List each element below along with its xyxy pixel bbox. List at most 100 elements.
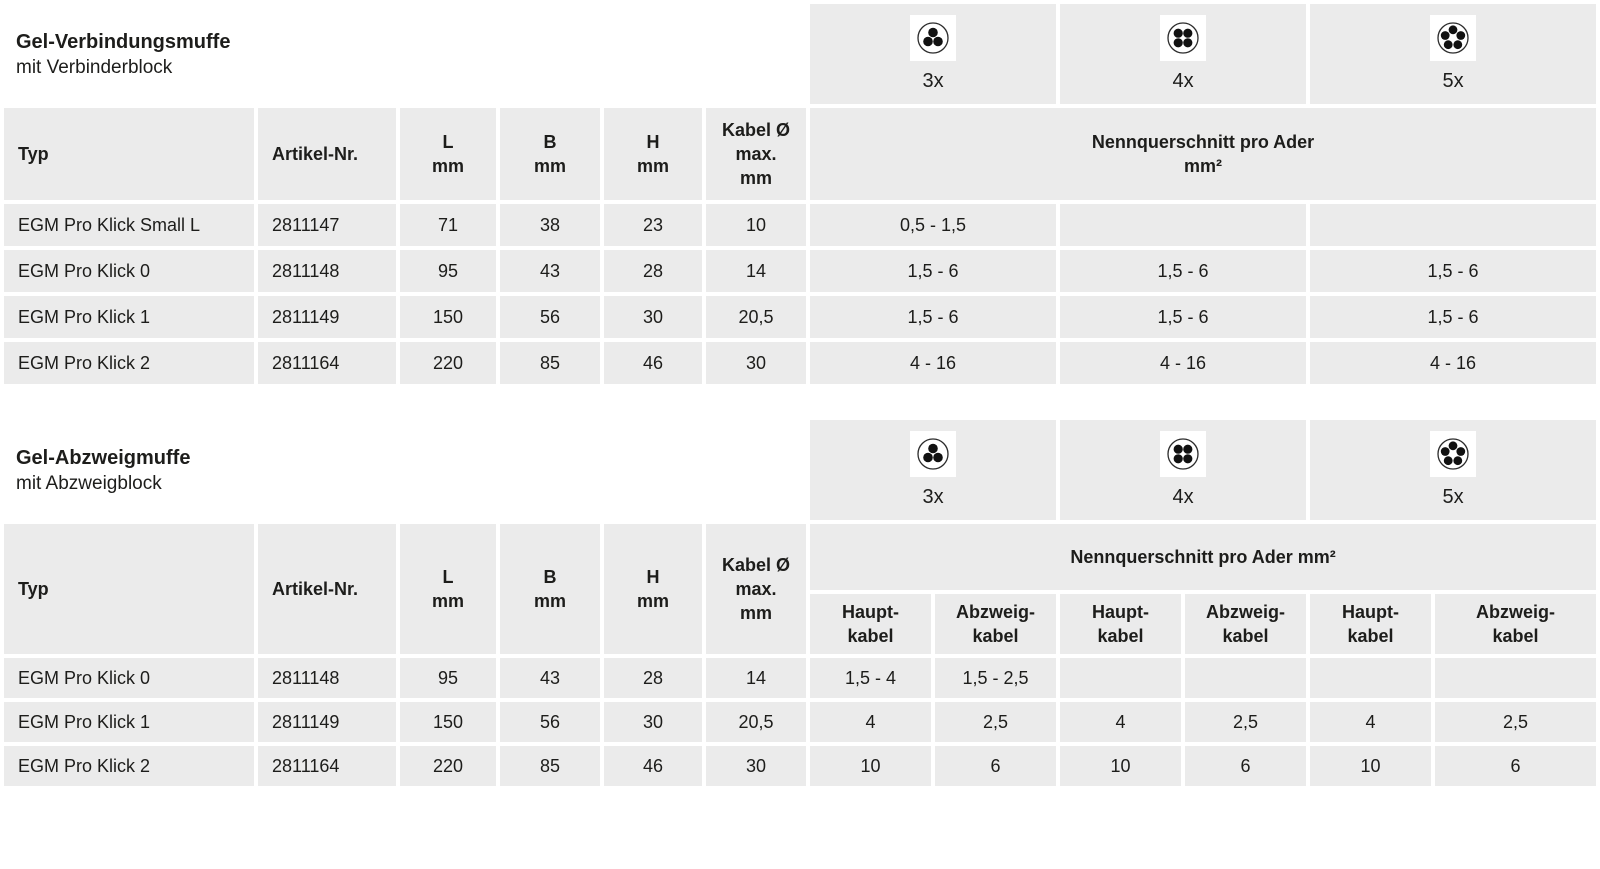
5x-cell: 1,5 - 6 (1310, 296, 1597, 338)
abzweig-4x-cell (1185, 658, 1307, 698)
typ-cell: EGM Pro Klick 1 (4, 702, 254, 742)
4-core-icon (1160, 431, 1207, 477)
4x-cell (1060, 204, 1307, 246)
table-row: EGM Pro Klick 2 2811164 220 85 46 30 10 … (4, 746, 1597, 786)
b-header: B mm (500, 108, 600, 200)
table2-title-area: Gel-Abzweigmuffe mit Abzweigblock (4, 420, 806, 520)
abzweigkabel-4x-header: Abzweig- kabel (1185, 594, 1307, 654)
hauptkabel-5x-header: Haupt- kabel (1310, 594, 1432, 654)
typ-cell: EGM Pro Klick 2 (4, 746, 254, 786)
table1-header-row: Typ Artikel-Nr. L mm B mm H mm Kabel Ø m… (4, 108, 1597, 200)
h-cell: 30 (604, 702, 702, 742)
kabel-cell: 14 (706, 658, 807, 698)
haupt-3x-cell: 4 (810, 702, 932, 742)
abzweig-4x-cell: 2,5 (1185, 702, 1307, 742)
5-core-label: 5x (1442, 486, 1464, 508)
haupt-4x-cell: 4 (1060, 702, 1182, 742)
3x-cell: 1,5 - 6 (810, 296, 1057, 338)
l-cell: 95 (400, 658, 496, 698)
4x-cell: 4 - 16 (1060, 342, 1307, 384)
table-row: EGM Pro Klick 1 2811149 150 56 30 20,5 4… (4, 702, 1597, 742)
5-core-label: 5x (1442, 70, 1464, 92)
table1-title-block: Gel-Verbindungsmuffe mit Verbinderblock (4, 29, 806, 80)
kabel-header: Kabel Ø max. mm (706, 108, 807, 200)
3-core-header-cell: 3x (810, 4, 1057, 104)
typ-cell: EGM Pro Klick 1 (4, 296, 254, 338)
hauptkabel-3x-header: Haupt- kabel (810, 594, 932, 654)
artikel-cell: 2811149 (258, 296, 396, 338)
4-core-header-cell: 4x (1060, 420, 1307, 520)
b-cell: 56 (500, 702, 600, 742)
3-core-header-cell: 3x (810, 420, 1057, 520)
typ-header: Typ (4, 108, 254, 200)
b-cell: 43 (500, 658, 600, 698)
hauptkabel-4x-header: Haupt- kabel (1060, 594, 1182, 654)
table-row: EGM Pro Klick 0 2811148 95 43 28 14 1,5 … (4, 250, 1597, 292)
table-row: EGM Pro Klick Small L 2811147 71 38 23 1… (4, 204, 1597, 246)
table-row: EGM Pro Klick 0 2811148 95 43 28 14 1,5 … (4, 658, 1597, 698)
b-cell: 38 (500, 204, 600, 246)
h-cell: 28 (604, 250, 702, 292)
abzweig-5x-cell (1435, 658, 1597, 698)
l-cell: 71 (400, 204, 496, 246)
typ-cell: EGM Pro Klick Small L (4, 204, 254, 246)
abzweig-3x-cell: 1,5 - 2,5 (935, 658, 1057, 698)
h-cell: 28 (604, 658, 702, 698)
4-core-header-cell: 4x (1060, 4, 1307, 104)
kabel-header: Kabel Ø max. mm (706, 524, 807, 654)
table2-subheader-row: Haupt- kabel Abzweig- kabel Haupt- kabel… (4, 594, 1597, 654)
5-core-icon (1430, 15, 1477, 61)
l-cell: 220 (400, 342, 496, 384)
b-header: B mm (500, 524, 600, 654)
abzweig-5x-cell: 6 (1435, 746, 1597, 786)
b-cell: 85 (500, 746, 600, 786)
l-header: L mm (400, 108, 496, 200)
haupt-3x-cell: 1,5 - 4 (810, 658, 932, 698)
3x-cell: 4 - 16 (810, 342, 1057, 384)
haupt-5x-cell: 4 (1310, 702, 1432, 742)
5x-cell: 1,5 - 6 (1310, 250, 1597, 292)
h-header: H mm (604, 108, 702, 200)
artikel-header: Artikel-Nr. (258, 524, 396, 654)
table-row: EGM Pro Klick 2 2811164 220 85 46 30 4 -… (4, 342, 1597, 384)
5x-cell (1310, 204, 1597, 246)
b-cell: 85 (500, 342, 600, 384)
table-row: EGM Pro Klick 1 2811149 150 56 30 20,5 1… (4, 296, 1597, 338)
kabel-cell: 14 (706, 250, 807, 292)
abzweig-5x-cell: 2,5 (1435, 702, 1597, 742)
abzweigkabel-3x-header: Abzweig- kabel (935, 594, 1057, 654)
artikel-cell: 2811164 (258, 746, 396, 786)
typ-cell: EGM Pro Klick 2 (4, 342, 254, 384)
kabel-cell: 30 (706, 342, 807, 384)
l-cell: 220 (400, 746, 496, 786)
haupt-4x-cell: 10 (1060, 746, 1182, 786)
abzweigkabel-5x-header: Abzweig- kabel (1435, 594, 1597, 654)
b-cell: 43 (500, 250, 600, 292)
4-core-icon (1160, 15, 1207, 61)
h-cell: 30 (604, 296, 702, 338)
abzweig-4x-cell: 6 (1185, 746, 1307, 786)
h-cell: 23 (604, 204, 702, 246)
3x-cell: 0,5 - 1,5 (810, 204, 1057, 246)
typ-cell: EGM Pro Klick 0 (4, 658, 254, 698)
3-core-icon (910, 431, 957, 477)
table2-title: Gel-Abzweigmuffe (16, 446, 191, 469)
nennquerschnitt-header: Nennquerschnitt pro Ader mm² (810, 108, 1597, 200)
h-cell: 46 (604, 746, 702, 786)
h-cell: 46 (604, 342, 702, 384)
core-icon-row: Gel-Abzweigmuffe mit Abzweigblock 3x (4, 420, 1597, 520)
haupt-4x-cell (1060, 658, 1182, 698)
h-header: H mm (604, 524, 702, 654)
5x-cell: 4 - 16 (1310, 342, 1597, 384)
haupt-3x-cell: 10 (810, 746, 932, 786)
table1-title-area: Gel-Verbindungsmuffe mit Verbinderblock (4, 4, 806, 104)
table2-subtitle: mit Abzweigblock (16, 472, 162, 494)
3-core-label: 3x (922, 486, 944, 508)
b-cell: 56 (500, 296, 600, 338)
haupt-5x-cell: 10 (1310, 746, 1432, 786)
3-core-label: 3x (922, 70, 944, 92)
table2-title-block: Gel-Abzweigmuffe mit Abzweigblock (4, 445, 806, 496)
typ-header: Typ (4, 524, 254, 654)
artikel-cell: 2811149 (258, 702, 396, 742)
